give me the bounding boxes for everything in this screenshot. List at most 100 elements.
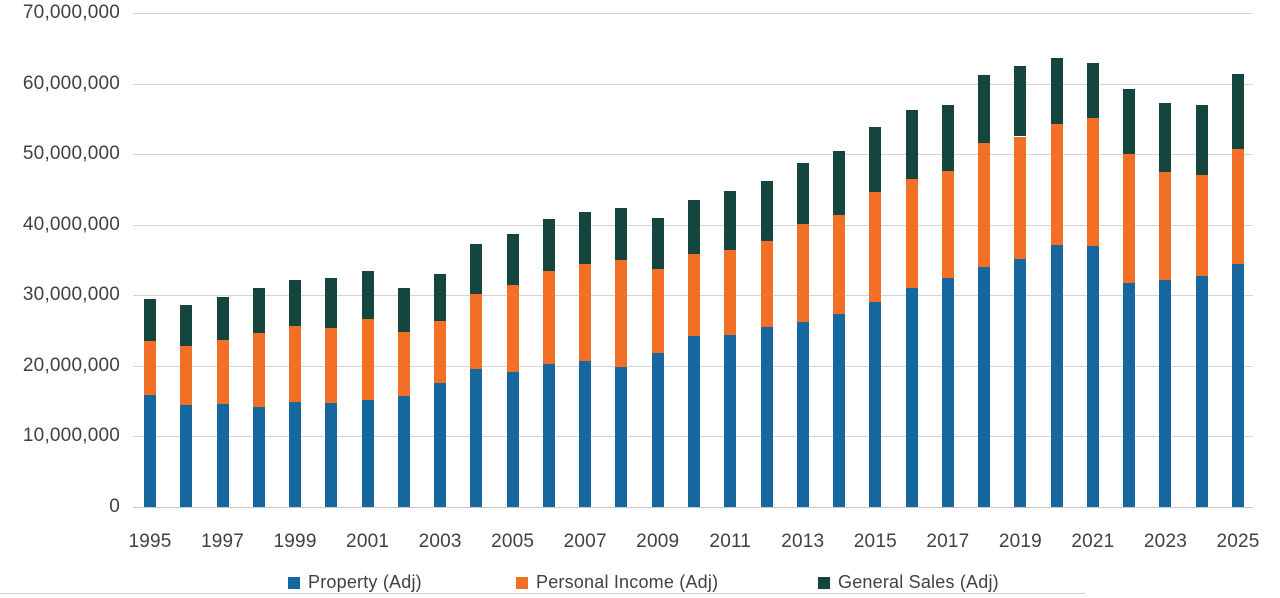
bar-2003-personal_income-segment [434,320,447,383]
bar-2010-general_sales-segment [688,200,700,255]
bar-1995-general_sales-segment [144,298,156,342]
bar-2013-general_sales-segment [796,163,809,224]
x-axis-tick-label-2003: 2003 [418,531,462,552]
bar-2013-property-segment [796,322,809,507]
legend-label-property: Property (Adj) [308,572,422,592]
bar-2002-property-segment [397,396,410,507]
gridline-70000000 [133,13,1253,14]
bar-1996-personal_income-segment [180,346,193,405]
y-axis-tick-label: 60,000,000 [22,72,120,94]
legend-item-general-sales[interactable]: General Sales (Adj) [818,572,999,593]
bar-2025-general_sales-segment [1232,74,1244,150]
x-axis-tick-label-2021: 2021 [1071,531,1115,552]
bar-2004-general_sales-segment [470,243,483,294]
x-axis-tick-label-2009: 2009 [636,531,680,552]
bar-2008-general_sales-segment [615,207,628,260]
legend-swatch-property [288,576,300,589]
x-axis-tick-label-2015: 2015 [853,531,897,552]
bar-1995-property-segment [144,395,156,507]
bar-2010-property-segment [688,336,700,507]
bar-2015-general_sales-segment [869,126,882,193]
bar-1999-property-segment [289,401,302,507]
bar-2014-personal_income-segment [833,214,846,314]
bar-1998-general_sales-segment [252,288,265,334]
y-axis-tick-label: 40,000,000 [22,213,120,235]
bar-2023-personal_income-segment [1159,172,1172,281]
x-axis-tick-label-2023: 2023 [1143,531,1187,552]
gridline-0 [133,507,1253,508]
bar-2016-general_sales-segment [905,110,918,179]
x-axis-tick-label-2001: 2001 [346,531,390,552]
bar-1999-general_sales-segment [289,279,302,326]
legend-swatch-personal-income [516,576,528,589]
bar-2016-personal_income-segment [905,178,918,289]
bar-2014-general_sales-segment [833,151,846,215]
bar-2005-general_sales-segment [506,233,519,286]
bar-2017-property-segment [941,278,954,507]
bar-2007-property-segment [579,360,592,507]
x-axis-tick-label-1997: 1997 [200,531,245,552]
bar-2014-property-segment [833,313,846,507]
bar-2025-personal_income-segment [1232,149,1244,265]
bar-2008-personal_income-segment [615,260,628,368]
bar-2019-general_sales-segment [1014,65,1027,137]
y-axis-tick-label: 10,000,000 [22,425,120,447]
bar-2017-general_sales-segment [941,104,954,172]
bar-2007-general_sales-segment [579,212,592,265]
bar-2001-general_sales-segment [361,270,374,320]
y-axis-tick-label: 30,000,000 [22,284,120,306]
bar-2024-personal_income-segment [1195,174,1208,277]
bar-1997-property-segment [216,403,229,507]
legend-label-general-sales: General Sales (Adj) [838,572,999,592]
bar-2012-personal_income-segment [760,240,773,328]
bar-2023-general_sales-segment [1159,102,1172,173]
bar-2020-personal_income-segment [1050,123,1063,246]
legend-item-personal-income[interactable]: Personal Income (Adj) [516,572,718,593]
bar-2006-property-segment [542,364,555,507]
legend-item-property[interactable]: Property (Adj) [288,572,422,593]
y-axis-tick-label: 70,000,000 [22,2,120,23]
bar-2001-property-segment [361,400,374,507]
bar-2024-property-segment [1195,276,1208,507]
bar-2020-general_sales-segment [1050,58,1063,124]
bar-2011-personal_income-segment [724,250,737,335]
bar-2025-property-segment [1232,264,1244,507]
bar-2005-personal_income-segment [506,285,519,373]
bar-2006-general_sales-segment [542,219,555,272]
bar-2000-general_sales-segment [325,278,338,328]
bar-2005-property-segment [506,372,519,507]
legend-swatch-general-sales [818,576,830,589]
bar-2003-general_sales-segment [434,274,447,321]
bar-2017-personal_income-segment [941,171,954,279]
bar-2022-personal_income-segment [1123,154,1136,284]
bar-1996-property-segment [180,404,193,507]
bar-1999-personal_income-segment [289,325,302,402]
bar-1998-personal_income-segment [252,333,265,407]
bar-2016-property-segment [905,288,918,507]
gridline-60000000 [133,83,1253,85]
x-axis-tick-label-2007: 2007 [563,531,607,552]
bar-2019-personal_income-segment [1014,136,1027,260]
bar-2021-personal_income-segment [1086,118,1099,246]
bar-2015-personal_income-segment [869,192,882,302]
bar-1995-personal_income-segment [144,341,156,396]
y-axis-tick-label: 20,000,000 [22,354,120,376]
bar-1997-general_sales-segment [216,296,229,341]
legend-label-personal-income: Personal Income (Adj) [536,572,719,592]
bar-1998-property-segment [252,406,265,507]
bar-2012-property-segment [760,327,773,507]
bar-2019-property-segment [1014,259,1027,507]
bar-2013-personal_income-segment [796,224,809,323]
bar-1996-general_sales-segment [180,305,193,347]
bar-2006-personal_income-segment [542,271,555,365]
bar-2011-general_sales-segment [724,190,737,251]
bar-2009-personal_income-segment [651,269,664,354]
x-axis-tick-label-2011: 2011 [709,531,752,552]
bar-2000-property-segment [325,403,338,507]
bottom-divider [0,593,1085,594]
bar-2015-property-segment [869,301,882,507]
x-axis-tick-label-1995: 1995 [128,531,172,552]
x-axis-tick-label-2025: 2025 [1216,531,1260,552]
bar-2008-property-segment [615,367,628,507]
